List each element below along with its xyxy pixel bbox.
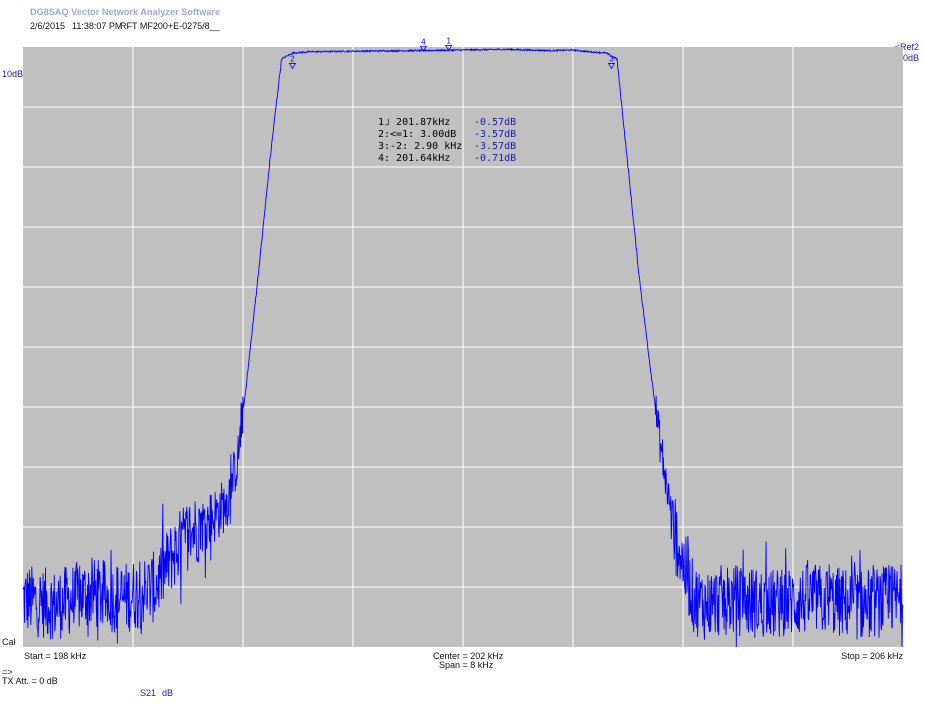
marker-readout-label: 1˩ 201.87kHz bbox=[378, 117, 450, 128]
trace-unit: dB bbox=[162, 688, 174, 698]
marker-2-triangle bbox=[288, 63, 297, 70]
center-frequency: Center = 202 kHz bbox=[433, 651, 504, 661]
arrow-indicator: => bbox=[2, 667, 13, 677]
marker-readout-value: -3.57dB bbox=[474, 129, 516, 140]
marker-readout-value: -0.71dB bbox=[474, 153, 516, 164]
marker-1-number: 1 bbox=[446, 36, 451, 45]
scale-label: 10dB/ bbox=[2, 69, 26, 79]
marker-readout-value: -0.57dB bbox=[474, 117, 516, 128]
marker-2-number: 2 bbox=[290, 54, 295, 63]
start-frequency: Start = 198 kHz bbox=[24, 651, 87, 661]
app-title: DG8SAQ Vector Network Analyzer Software bbox=[30, 7, 221, 17]
marker-readout-value: -3.57dB bbox=[474, 141, 516, 152]
ref-value: 0dB bbox=[902, 53, 919, 63]
stop-frequency: Stop = 206 kHz bbox=[841, 651, 903, 661]
header-time: 11:38:07 PM bbox=[72, 21, 123, 31]
tx-attenuation: TX Att. = 0 dB bbox=[2, 676, 58, 686]
trace-s21 bbox=[22, 47, 904, 648]
ref-label: <Ref2 bbox=[894, 42, 919, 52]
header-date: 2/6/2015 bbox=[30, 21, 66, 31]
marker-3-number: 3 bbox=[609, 54, 614, 63]
marker-readout-label: 3:-2: 2.90 kHz bbox=[378, 141, 462, 152]
trace-name: S21 bbox=[140, 688, 157, 698]
span-frequency: Span = 8 kHz bbox=[439, 660, 494, 670]
marker-readout-label: 2:<=1: 3.00dB bbox=[378, 129, 456, 140]
marker-4-triangle bbox=[419, 45, 428, 53]
marker-1-triangle bbox=[444, 45, 453, 52]
cal-label: Cal bbox=[2, 637, 16, 647]
marker-readout-label: 4: 201.64kHz bbox=[378, 153, 450, 164]
header-device: RFT MF200+E-0275/8__ bbox=[120, 21, 220, 31]
marker-4-number: 4 bbox=[421, 37, 426, 46]
marker-3-triangle bbox=[607, 63, 616, 70]
